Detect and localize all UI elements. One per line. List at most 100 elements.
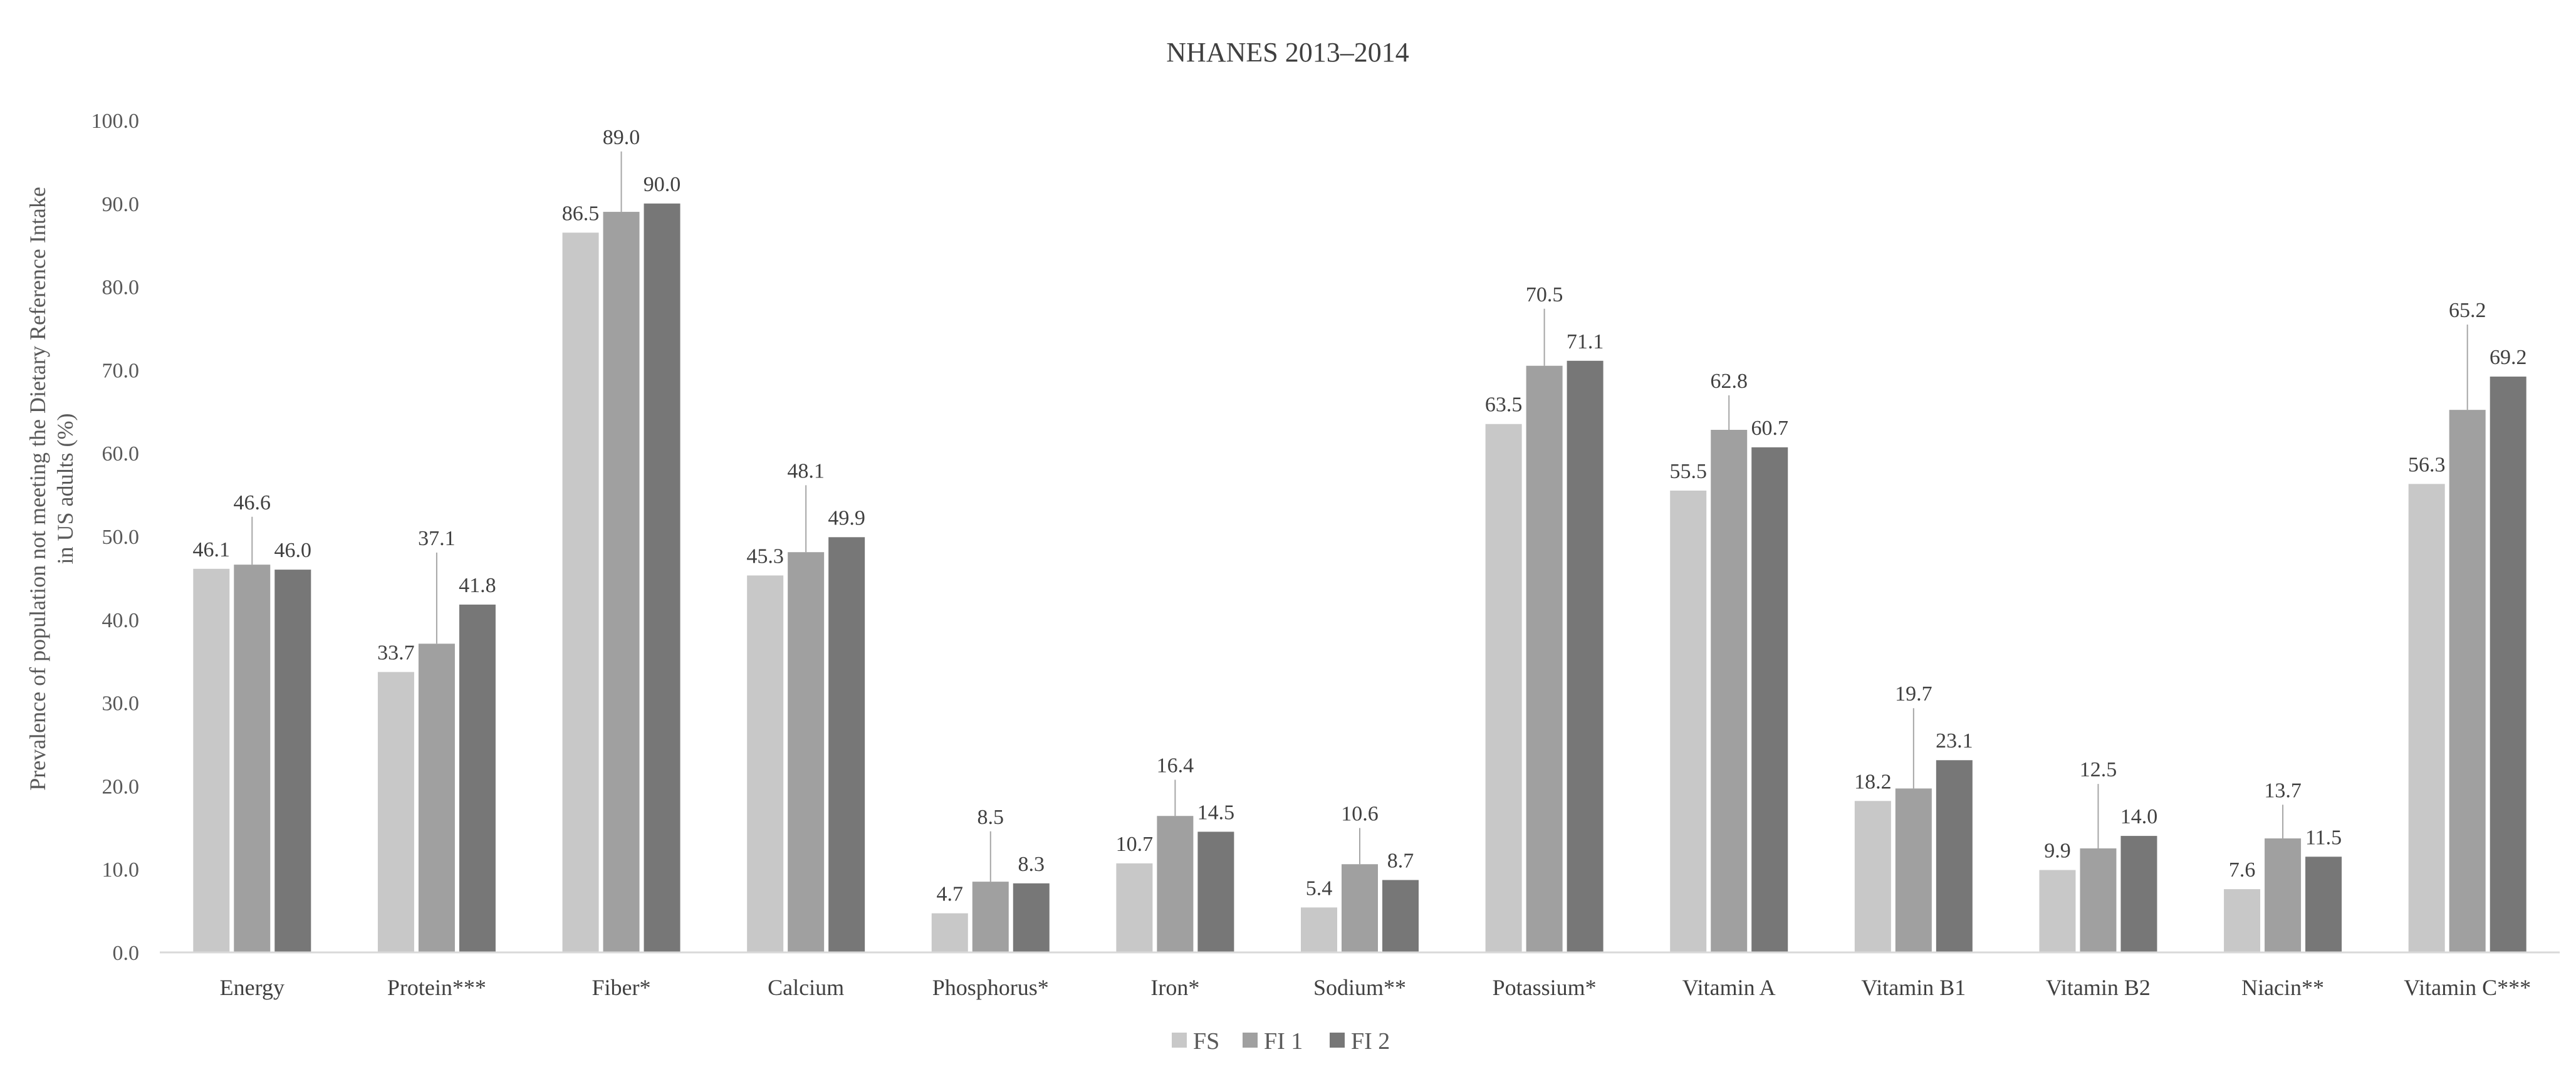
data-label: 60.7	[1751, 417, 1788, 440]
bar-fi-1	[1157, 816, 1194, 952]
data-label: 7.6	[2229, 858, 2256, 882]
bar-fi-2	[1197, 831, 1234, 952]
y-tick-label: 100.0	[91, 110, 140, 133]
bar-fs	[1301, 907, 1337, 952]
y-axis-ticks: 0.0 10.0 20.0 30.0 40.0 50.0 60.0 70.0 80.0 90.0 1…	[91, 110, 140, 965]
y-tick-label: 60.0	[102, 442, 140, 466]
data-label: 8.5	[978, 806, 1004, 829]
data-label: 9.9	[2044, 840, 2071, 863]
data-label: 8.3	[1018, 853, 1045, 876]
x-tick-label: Vitamin B2	[2046, 975, 2151, 1000]
legend-label: FI 1	[1264, 1028, 1303, 1055]
x-tick-label: Iron*	[1150, 975, 1199, 1000]
bar-fi-2	[1936, 760, 1973, 952]
data-label: 5.4	[1306, 877, 1333, 900]
data-label: 63.5	[1485, 393, 1523, 417]
data-label: 18.2	[1854, 770, 1892, 793]
y-tick-label: 0.0	[113, 942, 140, 965]
legend-label: FI 2	[1351, 1028, 1390, 1055]
data-label: 4.7	[937, 883, 964, 906]
legend-swatch	[1330, 1033, 1345, 1048]
y-tick-label: 70.0	[102, 359, 140, 382]
bar-fi-2	[1751, 447, 1788, 952]
data-label: 86.5	[562, 202, 600, 225]
leader-lines	[251, 151, 2468, 882]
bar-fs	[1116, 863, 1153, 952]
data-label: 13.7	[2264, 779, 2302, 802]
data-label: 45.3	[746, 544, 784, 568]
bar-fs	[931, 913, 968, 952]
data-label: 14.5	[1197, 801, 1235, 824]
bar-fs	[747, 575, 784, 952]
y-tick-label: 90.0	[102, 193, 140, 216]
x-tick-label: Protein***	[387, 975, 486, 1000]
data-label: 23.1	[1936, 729, 1973, 753]
bar-fi-1	[972, 882, 1009, 952]
x-tick-label: Vitamin C***	[2404, 975, 2531, 1000]
data-label: 90.0	[644, 173, 681, 196]
bar-fi-2	[274, 570, 311, 952]
data-label: 19.7	[1895, 682, 1932, 706]
bar-fs	[1485, 424, 1522, 952]
bar-fs	[2039, 870, 2076, 952]
data-label: 16.4	[1157, 754, 1194, 777]
data-label: 46.1	[193, 538, 231, 561]
data-label: 65.2	[2449, 299, 2486, 322]
y-tick-label: 40.0	[102, 609, 140, 632]
bar-fi-1	[234, 565, 271, 952]
data-label: 14.0	[2120, 805, 2158, 828]
legend-label: FS	[1193, 1028, 1219, 1055]
data-label: 11.5	[2305, 826, 2342, 849]
bar-series-group	[193, 203, 2526, 953]
y-axis-label-line-2: in US adults (%)	[53, 414, 78, 565]
bar-fi-1	[603, 212, 640, 953]
bar-fs	[193, 568, 230, 952]
bar-fi-2	[459, 604, 496, 952]
bar-fi-1	[418, 644, 455, 952]
bar-fi-2	[1567, 360, 1603, 952]
bar-fi-2	[1382, 880, 1419, 952]
bar-fi-2	[2490, 377, 2526, 952]
data-label: 55.5	[1669, 460, 1707, 483]
x-tick-label: Vitamin B1	[1861, 975, 1966, 1000]
bar-fi-2	[644, 203, 681, 952]
y-tick-label: 30.0	[102, 692, 140, 716]
data-labels: 46.1 46.6 46.0 33.7 37.1 41.8 86.5 89.0 90.0 45.3…	[193, 126, 2527, 906]
y-tick-label: 10.0	[102, 858, 140, 882]
data-label: 49.9	[828, 506, 865, 529]
chart-title: NHANES 2013–2014	[1166, 37, 1409, 68]
x-axis-categories: Energy Protein*** Fiber* Calcium Phosphorus*…	[220, 975, 2531, 1000]
x-tick-label: Calcium	[768, 975, 844, 1000]
data-label: 48.1	[787, 459, 825, 482]
data-label: 46.6	[234, 491, 271, 514]
bar-fi-1	[2449, 410, 2486, 952]
data-label: 37.1	[418, 527, 456, 550]
x-tick-label: Potassium*	[1493, 975, 1597, 1000]
bar-fi-1	[1895, 788, 1932, 952]
legend: FS FI 1 FI 2	[1172, 1028, 1390, 1055]
data-label: 33.7	[377, 641, 415, 664]
bar-fs	[1854, 801, 1891, 952]
data-label: 12.5	[2080, 758, 2117, 781]
bar-fs	[377, 672, 414, 952]
legend-swatch	[1243, 1033, 1258, 1048]
bar-fi-1	[788, 552, 825, 952]
data-label: 89.0	[603, 126, 640, 149]
data-label: 62.8	[1710, 370, 1748, 393]
x-tick-label: Fiber*	[592, 975, 651, 1000]
y-tick-label: 20.0	[102, 775, 140, 798]
bar-fs	[562, 232, 599, 952]
x-tick-label: Sodium**	[1313, 975, 1406, 1000]
bar-fi-1	[1342, 864, 1378, 952]
x-tick-label: Niacin**	[2241, 975, 2324, 1000]
legend-swatch	[1172, 1033, 1187, 1048]
data-label: 8.7	[1387, 849, 1414, 872]
x-tick-label: Phosphorus*	[932, 975, 1049, 1000]
bar-fi-2	[2305, 857, 2342, 952]
data-label: 10.6	[1341, 802, 1379, 825]
y-axis-label: Prevalence of population not meeting the…	[25, 187, 78, 791]
data-label: 41.8	[459, 574, 496, 597]
x-tick-label: Vitamin A	[1682, 975, 1776, 1000]
